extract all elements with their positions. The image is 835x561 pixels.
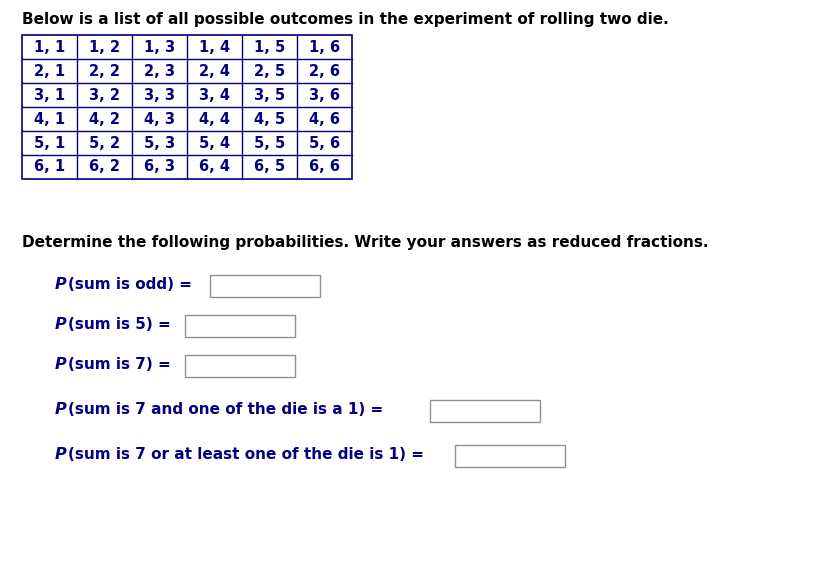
Text: 4, 3: 4, 3	[144, 112, 175, 126]
Text: 2, 6: 2, 6	[309, 63, 340, 79]
Text: 3, 6: 3, 6	[309, 88, 340, 103]
Text: (sum is odd) =: (sum is odd) =	[68, 277, 192, 292]
Text: 4, 1: 4, 1	[34, 112, 65, 126]
Text: 2, 3: 2, 3	[144, 63, 175, 79]
Text: 6, 6: 6, 6	[309, 159, 340, 174]
FancyBboxPatch shape	[210, 275, 320, 297]
Text: 1, 5: 1, 5	[254, 39, 285, 54]
Text: 4, 4: 4, 4	[199, 112, 230, 126]
Text: (sum is 7 and one of the die is a 1) =: (sum is 7 and one of the die is a 1) =	[68, 402, 383, 417]
Text: 2, 1: 2, 1	[34, 63, 65, 79]
FancyBboxPatch shape	[185, 315, 295, 337]
Text: 5, 5: 5, 5	[254, 136, 285, 150]
Text: (sum is 7 or at least one of the die is 1) =: (sum is 7 or at least one of the die is …	[68, 447, 424, 462]
Text: 5, 4: 5, 4	[199, 136, 230, 150]
Text: 3, 1: 3, 1	[34, 88, 65, 103]
Text: Determine the following probabilities. Write your answers as reduced fractions.: Determine the following probabilities. W…	[22, 235, 709, 250]
FancyBboxPatch shape	[185, 355, 295, 377]
Text: P: P	[55, 447, 67, 462]
Text: 4, 6: 4, 6	[309, 112, 340, 126]
Text: 1, 3: 1, 3	[144, 39, 175, 54]
Text: 5, 3: 5, 3	[144, 136, 175, 150]
Text: 2, 5: 2, 5	[254, 63, 285, 79]
Text: 1, 2: 1, 2	[89, 39, 120, 54]
Text: 2, 4: 2, 4	[199, 63, 230, 79]
Text: 3, 4: 3, 4	[199, 88, 230, 103]
Text: 6, 4: 6, 4	[199, 159, 230, 174]
Text: 2, 2: 2, 2	[89, 63, 120, 79]
Text: 6, 1: 6, 1	[34, 159, 65, 174]
Text: 6, 5: 6, 5	[254, 159, 285, 174]
Text: P: P	[55, 317, 67, 332]
Text: P: P	[55, 277, 67, 292]
FancyBboxPatch shape	[455, 445, 565, 467]
Text: Below is a list of all possible outcomes in the experiment of rolling two die.: Below is a list of all possible outcomes…	[22, 12, 669, 27]
Text: (sum is 7) =: (sum is 7) =	[68, 357, 170, 372]
Text: P: P	[55, 357, 67, 372]
Text: 3, 2: 3, 2	[89, 88, 120, 103]
Text: 5, 6: 5, 6	[309, 136, 340, 150]
Text: 3, 5: 3, 5	[254, 88, 285, 103]
Text: 1, 6: 1, 6	[309, 39, 340, 54]
Text: 1, 1: 1, 1	[34, 39, 65, 54]
Text: 6, 2: 6, 2	[89, 159, 120, 174]
Bar	[22, 35, 352, 179]
Text: P: P	[55, 402, 67, 417]
FancyBboxPatch shape	[430, 400, 540, 422]
Text: 4, 5: 4, 5	[254, 112, 285, 126]
Text: 3, 3: 3, 3	[144, 88, 175, 103]
Text: 4, 2: 4, 2	[89, 112, 120, 126]
Text: 5, 2: 5, 2	[89, 136, 120, 150]
Text: 5, 1: 5, 1	[34, 136, 65, 150]
Text: 1, 4: 1, 4	[199, 39, 230, 54]
Text: 6, 3: 6, 3	[144, 159, 175, 174]
Text: (sum is 5) =: (sum is 5) =	[68, 317, 170, 332]
